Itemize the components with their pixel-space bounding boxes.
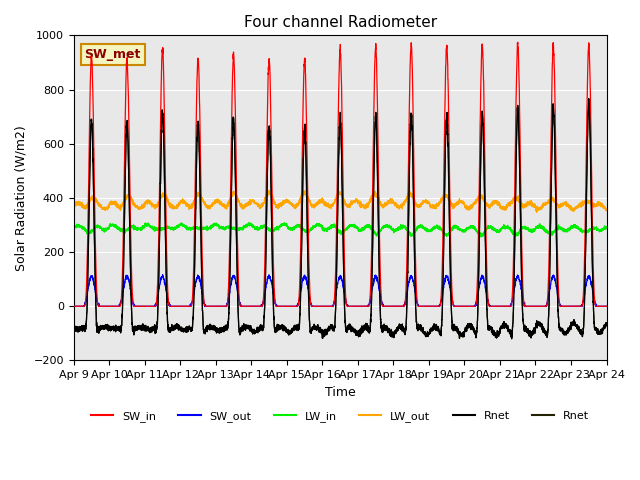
- Text: SW_met: SW_met: [84, 48, 141, 61]
- Title: Four channel Radiometer: Four channel Radiometer: [244, 15, 436, 30]
- X-axis label: Time: Time: [324, 386, 355, 399]
- Y-axis label: Solar Radiation (W/m2): Solar Radiation (W/m2): [15, 125, 28, 271]
- Legend: SW_in, SW_out, LW_in, LW_out, Rnet, Rnet: SW_in, SW_out, LW_in, LW_out, Rnet, Rnet: [86, 407, 594, 426]
